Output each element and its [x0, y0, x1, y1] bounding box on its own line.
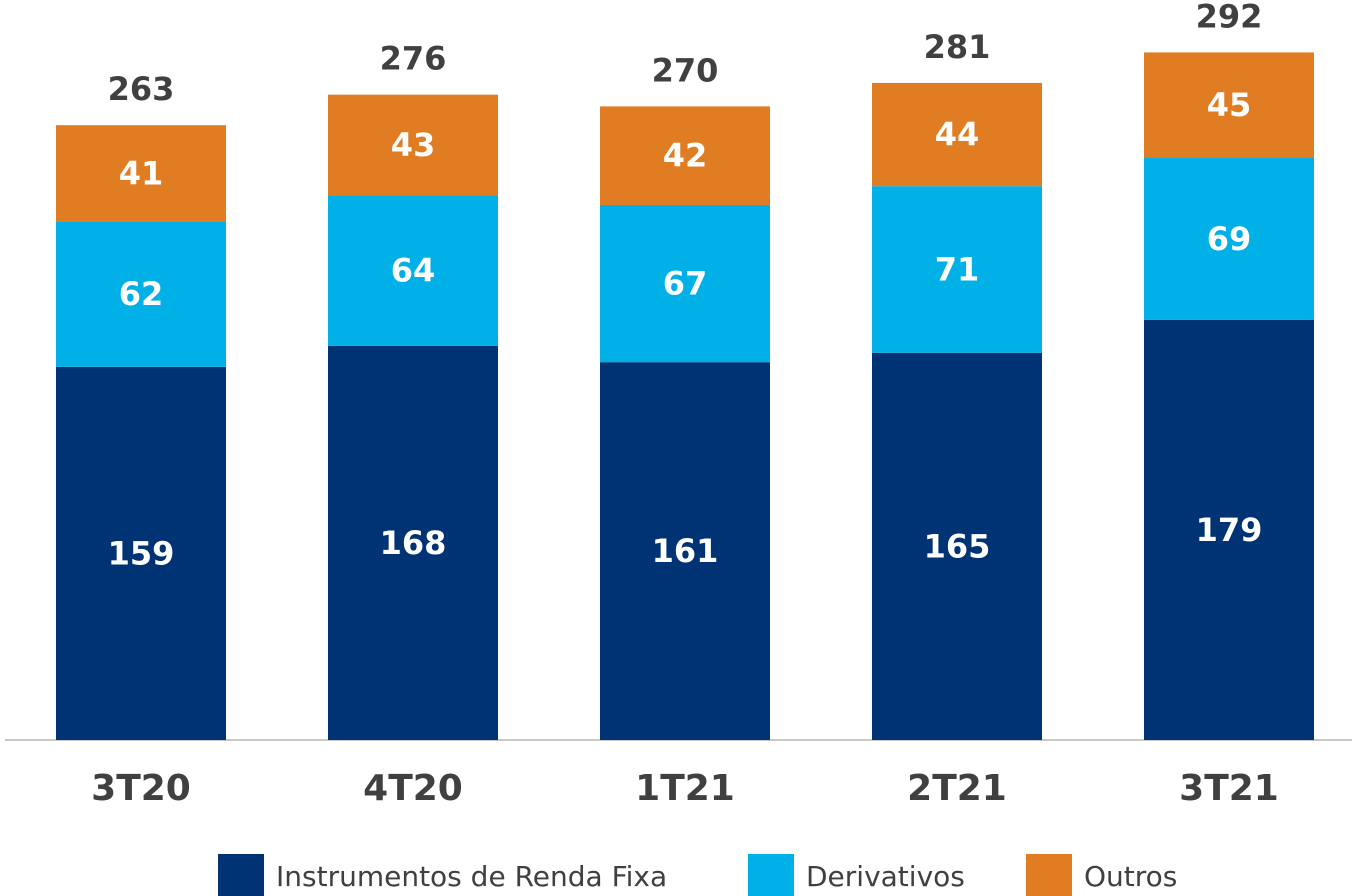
legend-swatch: [748, 854, 794, 896]
total-label: 281: [924, 28, 991, 66]
data-label: 42: [663, 137, 708, 175]
legend-label: Outros: [1084, 860, 1177, 893]
bar-segment: [600, 362, 770, 740]
bar-segment: [1144, 158, 1314, 320]
bar-segment: [600, 204, 770, 363]
bar-segment: [56, 125, 226, 222]
legend-swatch: [218, 854, 264, 896]
data-label: 45: [1207, 86, 1252, 124]
total-label: 292: [1196, 0, 1263, 35]
data-label: 43: [391, 126, 436, 164]
bar-segment: [872, 186, 1042, 353]
x-tick-label: 3T21: [1179, 768, 1279, 809]
x-tick-label: 1T21: [635, 768, 735, 809]
bar-segment: [328, 345, 498, 740]
bar-segment: [600, 106, 770, 205]
legend-label: Derivativos: [806, 860, 965, 893]
data-label: 69: [1207, 220, 1252, 258]
bar-segment: [1144, 319, 1314, 740]
data-label: 159: [108, 534, 175, 572]
data-label: 44: [935, 116, 980, 154]
bar-segment: [56, 366, 226, 740]
data-label: 161: [652, 532, 719, 570]
bar-segment: [872, 82, 1042, 187]
total-label: 263: [108, 70, 175, 108]
legend-swatch: [1026, 854, 1072, 896]
data-label: 64: [391, 252, 436, 290]
bar-segment: [872, 352, 1042, 740]
data-label: 71: [935, 250, 980, 288]
total-label: 276: [380, 40, 447, 78]
bar-segment: [56, 221, 226, 367]
total-label: 270: [652, 51, 719, 89]
data-label: 165: [924, 527, 991, 565]
data-label: 168: [380, 524, 447, 562]
bar-segment: [1144, 52, 1314, 159]
x-tick-label: 2T21: [907, 768, 1007, 809]
data-label: 41: [119, 154, 164, 192]
data-label: 67: [663, 265, 708, 303]
x-tick-label: 3T20: [91, 768, 191, 809]
data-label: 62: [119, 275, 164, 313]
x-tick-label: 4T20: [363, 768, 463, 809]
legend-label: Instrumentos de Renda Fixa: [276, 860, 667, 893]
bar-segment: [328, 94, 498, 196]
bar-segment: [328, 195, 498, 346]
data-label: 179: [1196, 511, 1263, 549]
